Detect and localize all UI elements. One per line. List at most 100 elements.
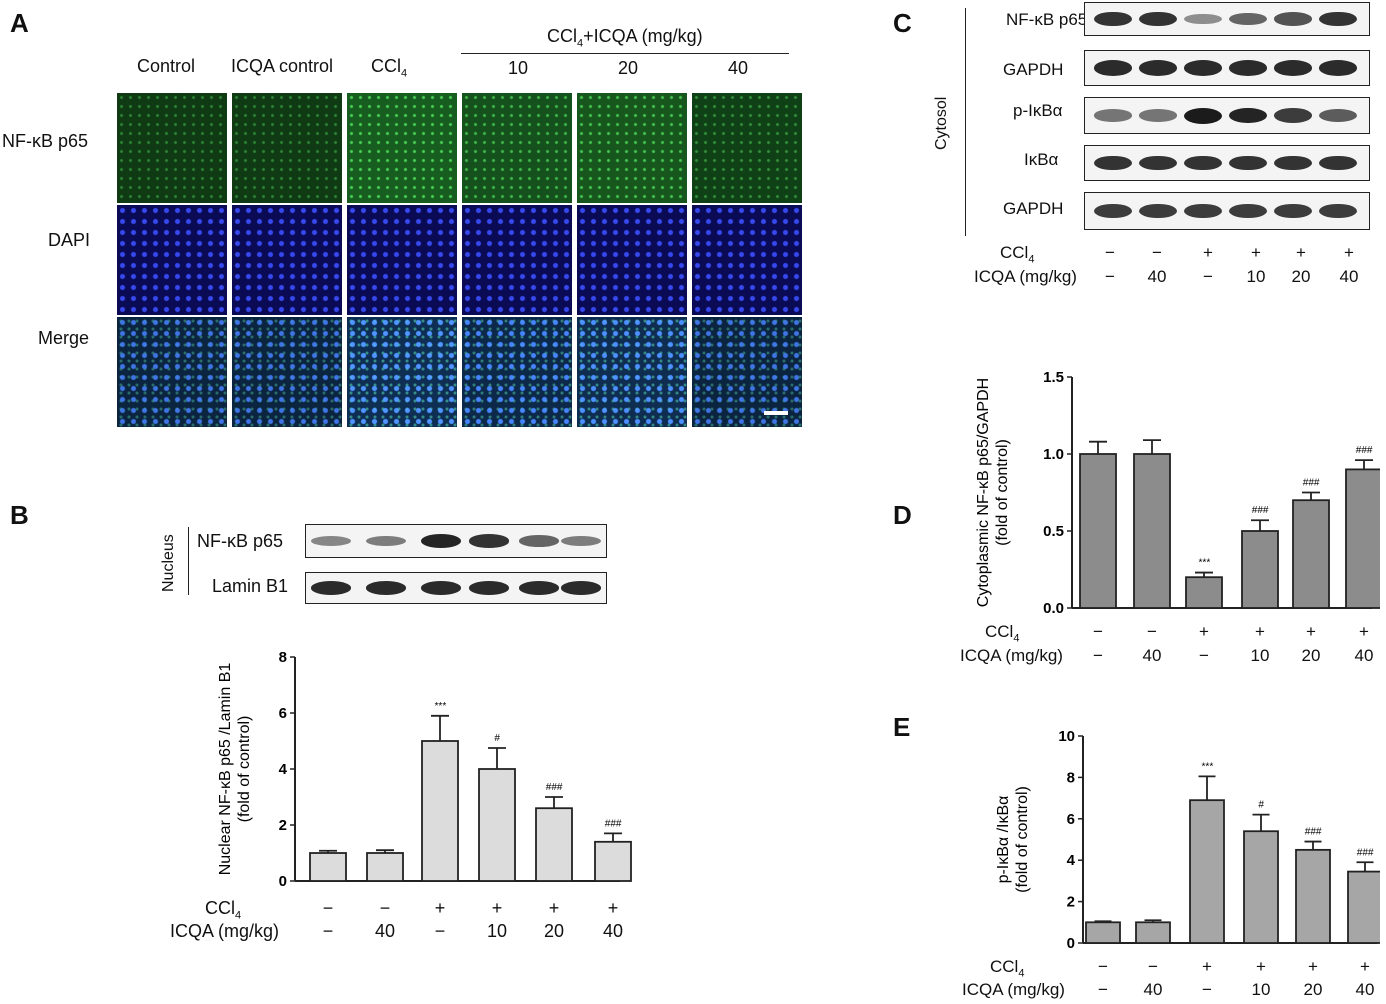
blot-c-strip-gapdh-2 <box>1084 192 1370 230</box>
blot-band <box>1094 11 1132 27</box>
bar <box>1135 921 1171 944</box>
blot-band <box>1274 203 1312 219</box>
significance-marker: *** <box>1198 558 1211 569</box>
bar <box>1133 453 1171 609</box>
significance-marker: # <box>1258 800 1264 811</box>
blot-band <box>1094 60 1132 76</box>
icqa-condition-value: 40 <box>1143 980 1163 999</box>
ccl4-row-label: CCl4 <box>205 898 242 922</box>
column-label-ccl4: CCl4 <box>371 56 408 80</box>
blot-band <box>1319 108 1357 123</box>
blot-b-label-nfkb: NF-κB p65 <box>197 531 284 551</box>
cytosol-bracket <box>965 8 966 236</box>
icqa-condition-value: − <box>1093 646 1103 665</box>
ccl4-condition-value: + <box>1308 957 1318 976</box>
ccl4-condition-value: + <box>1306 622 1316 641</box>
dapi-image-icqa-control <box>232 205 342 315</box>
icqa-condition-value: 40 <box>1354 646 1374 665</box>
blot-band <box>1139 60 1177 76</box>
blot-band <box>519 581 559 595</box>
blot-band <box>1184 155 1222 171</box>
chart-d-cytoplasmic-nfkb: 0.0 0.5 1.0 1.5 Cytoplasmic NF-κB p65/GAPDH(… <box>975 369 1380 617</box>
blot-band <box>1274 155 1312 171</box>
icqa-row-label: ICQA (mg/kg) <box>962 980 1065 999</box>
icqa-condition-value: 40 <box>1147 267 1167 286</box>
bar <box>535 807 573 882</box>
merge-image-icqa-control <box>232 317 342 427</box>
significance-marker: ### <box>546 782 563 793</box>
blot-band <box>1319 60 1357 76</box>
blot-band <box>1184 107 1222 124</box>
icqa-condition-value: − <box>434 921 446 941</box>
y-tick-label: 2 <box>1067 894 1075 911</box>
significance-marker: ### <box>1305 827 1322 838</box>
icqa-condition-value: − <box>1203 267 1213 286</box>
y-tick-label: 1.0 <box>1043 446 1064 463</box>
ccl4-condition-value: − <box>1098 957 1108 976</box>
dapi-image-dose-20 <box>577 205 687 315</box>
icqa-condition-value: − <box>322 921 334 941</box>
nfkb-image-control <box>117 93 227 203</box>
nucleus-side-label: Nucleus <box>160 534 177 592</box>
blot-band <box>561 535 601 547</box>
nfkb-image-dose-20 <box>577 93 687 203</box>
blot-band <box>1274 108 1312 123</box>
ccl4-condition-value: − <box>379 898 391 918</box>
blot-band <box>1319 203 1357 219</box>
blot-band <box>561 581 601 595</box>
blot-band <box>1229 155 1267 171</box>
icqa-condition-value: 40 <box>1339 267 1359 286</box>
dapi-image-ccl4 <box>347 205 457 315</box>
dapi-image-dose-10 <box>462 205 572 315</box>
blot-band <box>1094 203 1132 219</box>
blot-c-label-nfkb: NF-κB p65 <box>1006 10 1088 29</box>
blot-band <box>311 536 351 546</box>
blot-band <box>1319 11 1357 27</box>
blot-band <box>519 535 559 547</box>
merge-image-control <box>117 317 227 427</box>
merge-image-dose-40 <box>692 317 802 427</box>
blot-band <box>1274 60 1312 76</box>
dapi-image-dose-40 <box>692 205 802 315</box>
ccl4-condition-value: − <box>322 898 334 918</box>
ccl4-condition-value: + <box>491 898 503 918</box>
y-axis-label: Nuclear NF-κB p65 /Lamin B1 (fold of cont… <box>217 663 253 876</box>
column-label-icqa-control: ICQA control <box>231 56 334 76</box>
panel-label-c: C <box>893 8 912 38</box>
bar <box>1185 576 1223 609</box>
ccl4-condition-value: + <box>1360 957 1370 976</box>
icqa-row-label: ICQA (mg/kg) <box>960 646 1063 665</box>
blot-band <box>421 581 461 595</box>
bar <box>1241 530 1279 609</box>
merge-image-ccl4 <box>347 317 457 427</box>
significance-marker: ### <box>605 818 622 829</box>
bar <box>309 852 347 882</box>
ccl4-condition-value: + <box>1251 243 1261 262</box>
icqa-condition-value: − <box>1105 267 1115 286</box>
blot-band <box>1274 12 1312 26</box>
y-tick-label: 6 <box>279 705 287 722</box>
blot-c-strip-nfkb <box>1084 2 1370 36</box>
ccl4-condition-value: + <box>548 898 560 918</box>
panel-label-b: B <box>10 500 29 530</box>
blot-c-label-p-ikba: p-IκBα <box>1013 101 1063 120</box>
icqa-condition-value: 40 <box>1355 980 1375 999</box>
ccl4-condition-value: − <box>1148 957 1158 976</box>
y-tick-label: 6 <box>1067 811 1075 828</box>
group-header-ccl4-icqa: CCl4+ICQA (mg/kg) <box>547 26 703 50</box>
blot-band <box>1184 13 1222 25</box>
y-axis-label: p-IκBα /IκBα (fold of control) <box>995 786 1031 893</box>
blot-band <box>366 581 406 595</box>
blot-band <box>469 581 509 595</box>
blot-band <box>1139 109 1177 122</box>
panel-label-d: D <box>893 500 912 530</box>
bar <box>1295 848 1331 944</box>
y-tick-label: 4 <box>1067 852 1076 869</box>
icqa-condition-value: − <box>1199 646 1209 665</box>
blot-band <box>1184 203 1222 219</box>
nfkb-image-ccl4 <box>347 93 457 203</box>
dapi-image-control <box>117 205 227 315</box>
icqa-condition-value: 20 <box>1291 267 1311 286</box>
blot-b-label-laminb1: Lamin B1 <box>212 576 289 596</box>
icqa-row-label: ICQA (mg/kg) <box>170 921 280 941</box>
